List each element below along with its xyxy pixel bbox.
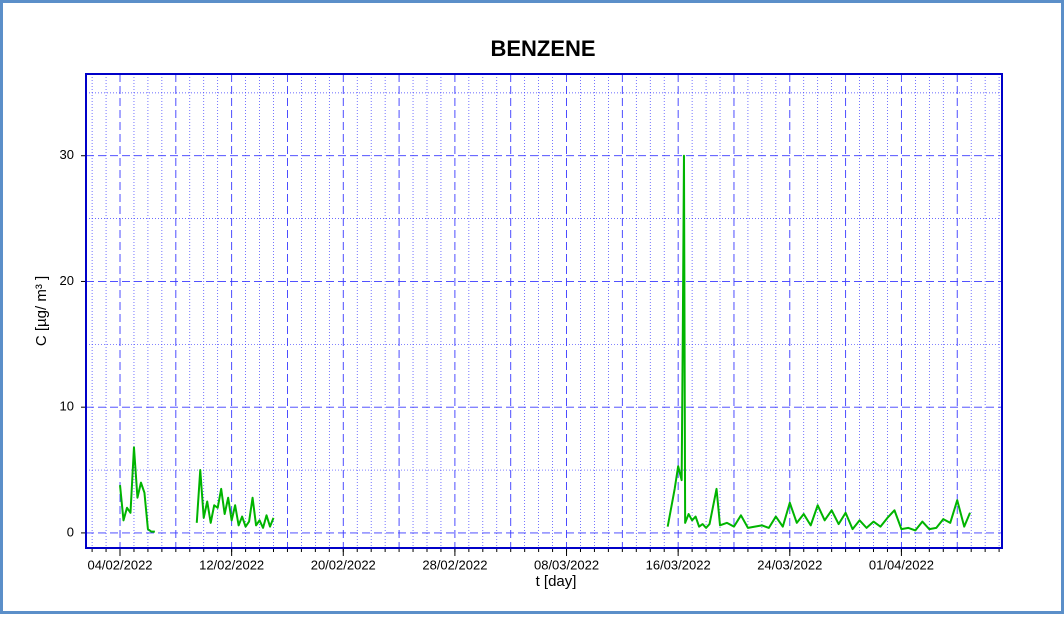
x-axis-label: t [day] bbox=[536, 573, 577, 590]
x-tick-label: 08/03/2022 bbox=[534, 557, 599, 572]
chart-title: BENZENE bbox=[490, 36, 595, 61]
y-tick-label: 20 bbox=[60, 273, 74, 288]
x-tick-label: 12/02/2022 bbox=[199, 557, 264, 572]
y-axis-label: C [µg/ m³ ] bbox=[33, 276, 50, 346]
x-tick-label: 28/02/2022 bbox=[422, 557, 487, 572]
data-line bbox=[119, 154, 971, 533]
x-tick-label: 20/02/2022 bbox=[311, 557, 376, 572]
y-tick-label: 0 bbox=[67, 524, 74, 539]
x-tick-label: 24/03/2022 bbox=[757, 557, 822, 572]
y-tick-label: 30 bbox=[60, 147, 74, 162]
x-tick-label: 16/03/2022 bbox=[646, 557, 711, 572]
x-tick-label: 04/02/2022 bbox=[87, 557, 152, 572]
x-tick-label: 01/04/2022 bbox=[869, 557, 934, 572]
plot-frame bbox=[85, 73, 1003, 549]
y-tick-label: 10 bbox=[60, 399, 74, 414]
